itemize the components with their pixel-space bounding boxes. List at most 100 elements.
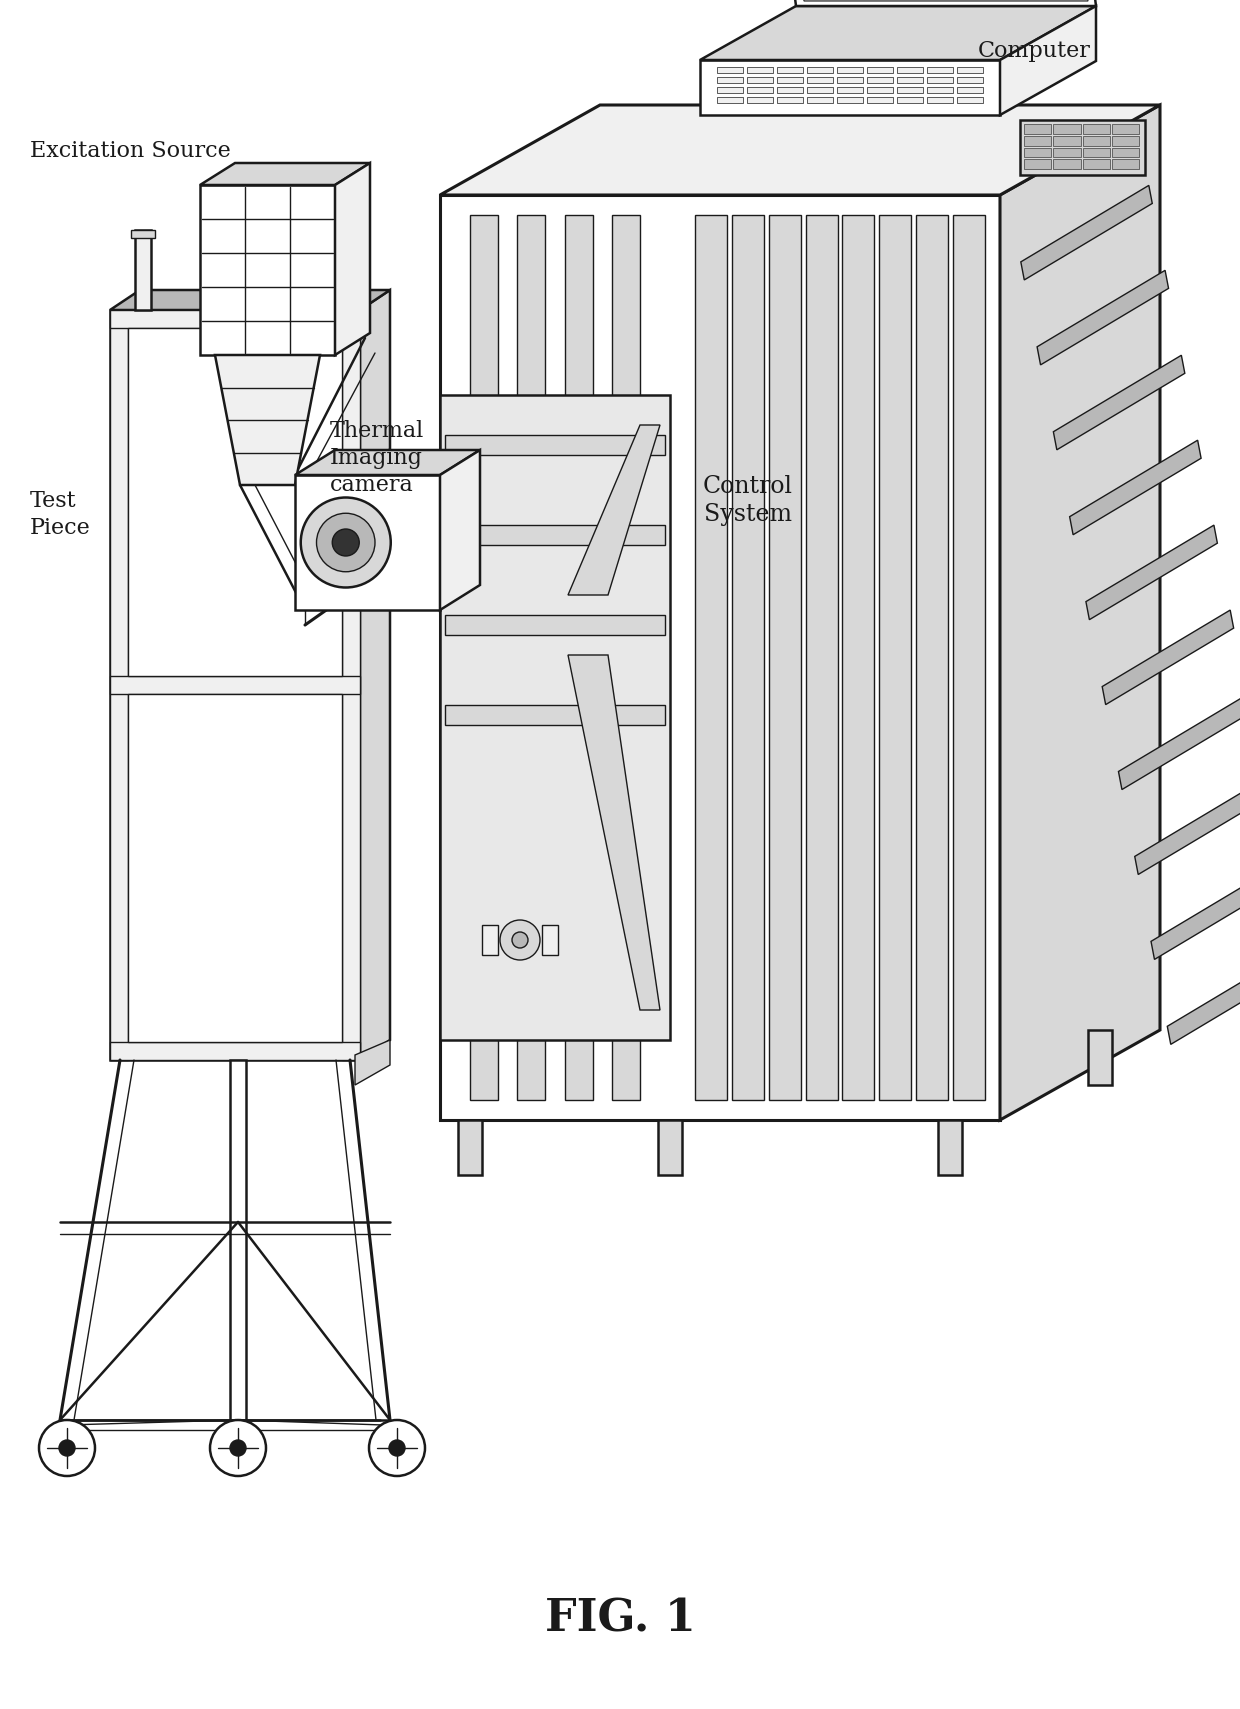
Polygon shape <box>777 97 804 103</box>
Circle shape <box>38 1420 95 1477</box>
Polygon shape <box>1135 779 1240 875</box>
Polygon shape <box>200 162 370 185</box>
Circle shape <box>370 1420 425 1477</box>
Polygon shape <box>777 77 804 84</box>
Polygon shape <box>694 215 727 1101</box>
Polygon shape <box>1087 1031 1112 1085</box>
Polygon shape <box>867 97 893 103</box>
Polygon shape <box>110 291 391 309</box>
Polygon shape <box>342 309 360 1060</box>
Polygon shape <box>1086 525 1218 620</box>
Polygon shape <box>200 185 335 355</box>
Polygon shape <box>1070 441 1202 535</box>
Polygon shape <box>781 0 1096 7</box>
Polygon shape <box>135 231 151 309</box>
Circle shape <box>332 530 360 555</box>
Polygon shape <box>458 1119 482 1176</box>
Polygon shape <box>110 309 360 328</box>
Polygon shape <box>658 1119 682 1176</box>
Polygon shape <box>717 77 743 84</box>
Polygon shape <box>229 1060 246 1420</box>
Polygon shape <box>110 309 360 1060</box>
Polygon shape <box>928 67 954 73</box>
Polygon shape <box>1112 125 1140 133</box>
Polygon shape <box>1083 125 1110 133</box>
Polygon shape <box>957 87 983 92</box>
Polygon shape <box>837 87 863 92</box>
Polygon shape <box>1083 159 1110 169</box>
Polygon shape <box>1112 135 1140 145</box>
Polygon shape <box>440 395 670 1041</box>
Polygon shape <box>999 7 1096 115</box>
Polygon shape <box>445 436 665 455</box>
Polygon shape <box>1053 355 1185 449</box>
Polygon shape <box>517 215 546 1101</box>
Polygon shape <box>1021 185 1152 280</box>
Polygon shape <box>1024 147 1052 157</box>
Polygon shape <box>957 77 983 84</box>
Polygon shape <box>1112 159 1140 169</box>
Polygon shape <box>928 97 954 103</box>
Polygon shape <box>564 215 593 1101</box>
Polygon shape <box>928 77 954 84</box>
Polygon shape <box>777 87 804 92</box>
Polygon shape <box>1112 147 1140 157</box>
Polygon shape <box>355 1041 391 1085</box>
Polygon shape <box>867 67 893 73</box>
Polygon shape <box>879 215 911 1101</box>
Polygon shape <box>1083 135 1110 145</box>
Circle shape <box>500 919 539 960</box>
Circle shape <box>60 1441 74 1456</box>
Polygon shape <box>807 87 833 92</box>
Polygon shape <box>470 215 497 1101</box>
Text: FIG. 1: FIG. 1 <box>544 1598 696 1641</box>
Polygon shape <box>482 925 498 955</box>
Polygon shape <box>717 67 743 73</box>
Polygon shape <box>445 525 665 545</box>
Text: Computer: Computer <box>978 39 1091 62</box>
Polygon shape <box>131 231 155 238</box>
Polygon shape <box>440 104 1159 195</box>
Polygon shape <box>110 1042 360 1060</box>
Text: Control
System: Control System <box>703 475 794 526</box>
Polygon shape <box>613 215 640 1101</box>
Polygon shape <box>1083 147 1110 157</box>
Polygon shape <box>916 215 949 1101</box>
Polygon shape <box>717 87 743 92</box>
Polygon shape <box>807 97 833 103</box>
Polygon shape <box>215 355 320 485</box>
Polygon shape <box>1053 125 1080 133</box>
Text: Excitation Source: Excitation Source <box>30 140 231 162</box>
Circle shape <box>512 931 528 948</box>
Polygon shape <box>1167 950 1240 1044</box>
Polygon shape <box>701 7 1096 60</box>
Polygon shape <box>867 87 893 92</box>
Polygon shape <box>701 60 999 115</box>
Polygon shape <box>1053 147 1080 157</box>
Circle shape <box>229 1441 246 1456</box>
Polygon shape <box>897 87 923 92</box>
Text: Test
Piece: Test Piece <box>30 490 91 538</box>
Polygon shape <box>542 925 558 955</box>
Polygon shape <box>1021 120 1145 174</box>
Polygon shape <box>1053 135 1080 145</box>
Polygon shape <box>867 77 893 84</box>
Polygon shape <box>1118 696 1240 790</box>
Polygon shape <box>1053 159 1080 169</box>
Circle shape <box>210 1420 267 1477</box>
Polygon shape <box>1151 865 1240 959</box>
Polygon shape <box>445 706 665 725</box>
Polygon shape <box>746 77 773 84</box>
Polygon shape <box>837 77 863 84</box>
Polygon shape <box>897 97 923 103</box>
Polygon shape <box>1037 270 1168 366</box>
Polygon shape <box>777 67 804 73</box>
Polygon shape <box>954 215 985 1101</box>
Polygon shape <box>842 215 874 1101</box>
Circle shape <box>389 1441 405 1456</box>
Polygon shape <box>568 426 660 595</box>
Circle shape <box>301 497 391 588</box>
Polygon shape <box>1024 125 1052 133</box>
Polygon shape <box>928 87 954 92</box>
Text: Thermal
Imaging
camera: Thermal Imaging camera <box>330 420 424 496</box>
